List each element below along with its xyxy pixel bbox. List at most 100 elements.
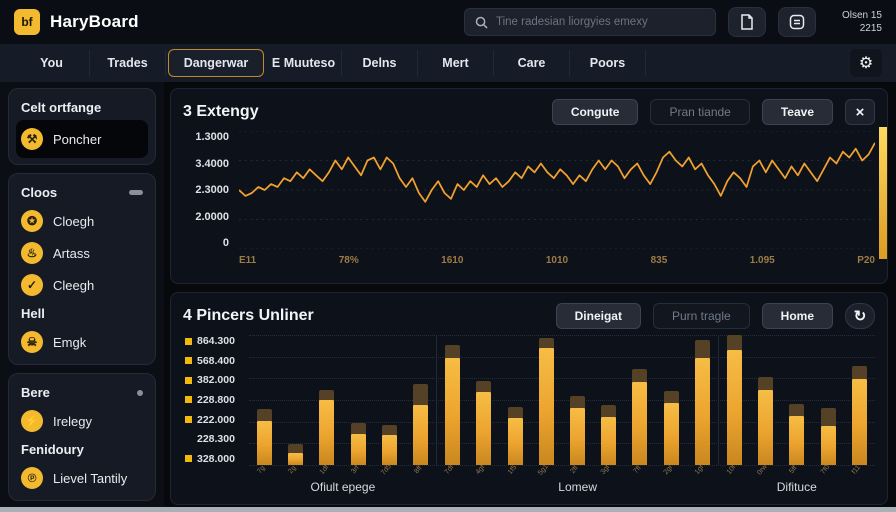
bar-y-tick: 382.000 (185, 374, 245, 386)
line-x-tick: 1610 (441, 255, 464, 266)
sidebar-item-artass[interactable]: ♨ Artass (16, 237, 148, 269)
bar-cell (288, 335, 304, 465)
nav-tab-mert[interactable]: Mert (418, 50, 494, 76)
bottom-scrollbar[interactable] (0, 507, 896, 512)
bar[interactable] (445, 358, 461, 465)
bar[interactable] (507, 418, 523, 465)
bar[interactable] (350, 433, 366, 465)
bar-x-tick: 7fl (632, 465, 643, 476)
bar-x-tick: 5g1 (536, 465, 550, 477)
bar[interactable] (381, 435, 397, 465)
bar[interactable] (538, 348, 554, 465)
bar[interactable] (413, 405, 429, 465)
bolt-icon: ⚡ (21, 410, 43, 432)
bar-y-tick-label: 228.800 (197, 393, 235, 406)
bar[interactable] (632, 381, 648, 465)
bar-x-tick: 3rf (350, 465, 361, 476)
bar[interactable] (727, 350, 743, 465)
sidebar-item-irelegy[interactable]: ⚡ Irelegy (16, 405, 148, 437)
bar-cap (288, 444, 304, 454)
bar-cap (445, 345, 461, 359)
bar-cell (851, 335, 867, 465)
nav-tab-poors[interactable]: Poors (570, 50, 646, 76)
close-button[interactable]: × (845, 99, 875, 125)
bar-cell (350, 335, 366, 465)
bar-cell (507, 335, 523, 465)
nav-tab-delns[interactable]: Delns (342, 50, 418, 76)
bar-cap (789, 403, 805, 416)
bar[interactable] (820, 426, 836, 465)
search-bar[interactable] (464, 8, 716, 36)
home-button[interactable]: Home (761, 303, 833, 329)
bar[interactable] (257, 420, 273, 465)
bar-tick-group: 7g 2g 1df 3rf 7d5 8ff (249, 465, 437, 480)
nav-tab-e-muuteso[interactable]: E Muuteso (266, 50, 342, 76)
sidebar-item-emgk[interactable]: ☠ Emgk (16, 326, 148, 358)
sidebar-item-cloegh[interactable]: ✪ Cloegh (16, 205, 148, 237)
pran-tiande-button[interactable]: Pran tiande (650, 99, 750, 125)
line-x-tick: 835 (650, 255, 668, 266)
bar[interactable] (476, 392, 492, 465)
bar[interactable] (694, 358, 710, 465)
bar[interactable] (319, 400, 335, 465)
nav-tab-you[interactable]: You (14, 50, 90, 76)
bar[interactable] (601, 416, 617, 465)
teave-button[interactable]: Teave (761, 99, 833, 125)
line-series (239, 131, 875, 249)
sidebar-section-hell: Hell (16, 301, 148, 326)
bar-x-tick: 10f (725, 465, 737, 476)
header-meta-line2: 2215 (859, 23, 882, 34)
nav-tab-dangerwar[interactable]: Dangerwar (168, 49, 264, 77)
line-y-tick: 2.0000 (195, 210, 229, 223)
sidebar-item-label: Lievel Tantily (53, 470, 128, 486)
bar[interactable] (789, 415, 805, 465)
bar-x-tick: 4gf (474, 465, 487, 476)
purn-tragle-button[interactable]: Purn tragle (652, 303, 750, 329)
sidebar-item-poncher[interactable]: ⚒ Poncher (16, 120, 148, 158)
sidebar-item-cleegh[interactable]: ✓ Cleegh (16, 269, 148, 301)
bar-cap (820, 407, 836, 426)
clipboard-button[interactable] (728, 7, 766, 37)
refresh-icon: ↻ (853, 308, 867, 325)
menu-button[interactable] (778, 7, 816, 37)
bar-gridline (249, 400, 875, 401)
sidebar-section-title: Fenidoury (21, 442, 84, 457)
nav-tab-care[interactable]: Care (494, 50, 570, 76)
list-icon (789, 14, 805, 30)
content-area: Celt ortfange ⚒ Poncher Cloos ✪ Cloegh ♨ Artass… (0, 82, 896, 512)
bar-tick-group: 7df 4gf 1f5 5g1 2fl 3gf 7fl 2gr 1gf (437, 465, 719, 480)
settings-button[interactable]: ⚙ (850, 49, 882, 77)
bar-group-ofiult-epege (249, 335, 436, 465)
bar[interactable] (851, 379, 867, 465)
search-input[interactable] (496, 16, 705, 28)
nav-tab-trades[interactable]: Trades (90, 50, 166, 76)
sidebar-card: Cloos ✪ Cloegh ♨ Artass ✓ Cleegh Hell ☠ Emgk (8, 173, 156, 365)
bar[interactable] (288, 453, 304, 465)
bar-x-tick: 2gr (662, 465, 675, 477)
bar-cell (445, 335, 461, 465)
main-area: 3 Extengy Congute Pran tiande Teave × 1.30… (164, 82, 896, 512)
bar[interactable] (570, 407, 586, 465)
line-y-tick: 1.3000 (195, 131, 229, 143)
mug-icon: ♨ (21, 242, 43, 264)
sidebar-item-label: Artass (53, 245, 90, 261)
bar-x-tick: 7d5 (380, 465, 394, 477)
bar-cap (350, 423, 366, 434)
bar-y-tick-label: 568.400 (197, 354, 235, 367)
bar[interactable] (663, 402, 679, 465)
sidebar-item-lievel-tantily[interactable]: ℗ Lievel Tantily (16, 462, 148, 494)
bar-cap (476, 380, 492, 393)
bar-x-tick: 3gf (600, 465, 612, 476)
bar-cap (381, 424, 397, 436)
bar[interactable] (758, 389, 774, 465)
bar-panel-header: 4 Pincers Unliner Dineigat Purn tragle Hom… (183, 301, 875, 331)
congute-button[interactable]: Congute (551, 99, 639, 125)
bar-chart: 864.300 568.400 382.000 228.800 222.000 228.3… (183, 335, 875, 466)
bar-group-label-difituce: Difituce (776, 480, 817, 494)
bar-gridline (249, 335, 875, 336)
legend-square-icon (185, 376, 192, 384)
refresh-button[interactable]: ↻ (845, 303, 875, 329)
dineigat-button[interactable]: Dineigat (555, 303, 641, 329)
bar-cell (789, 335, 805, 465)
bar-gridline (249, 443, 875, 445)
